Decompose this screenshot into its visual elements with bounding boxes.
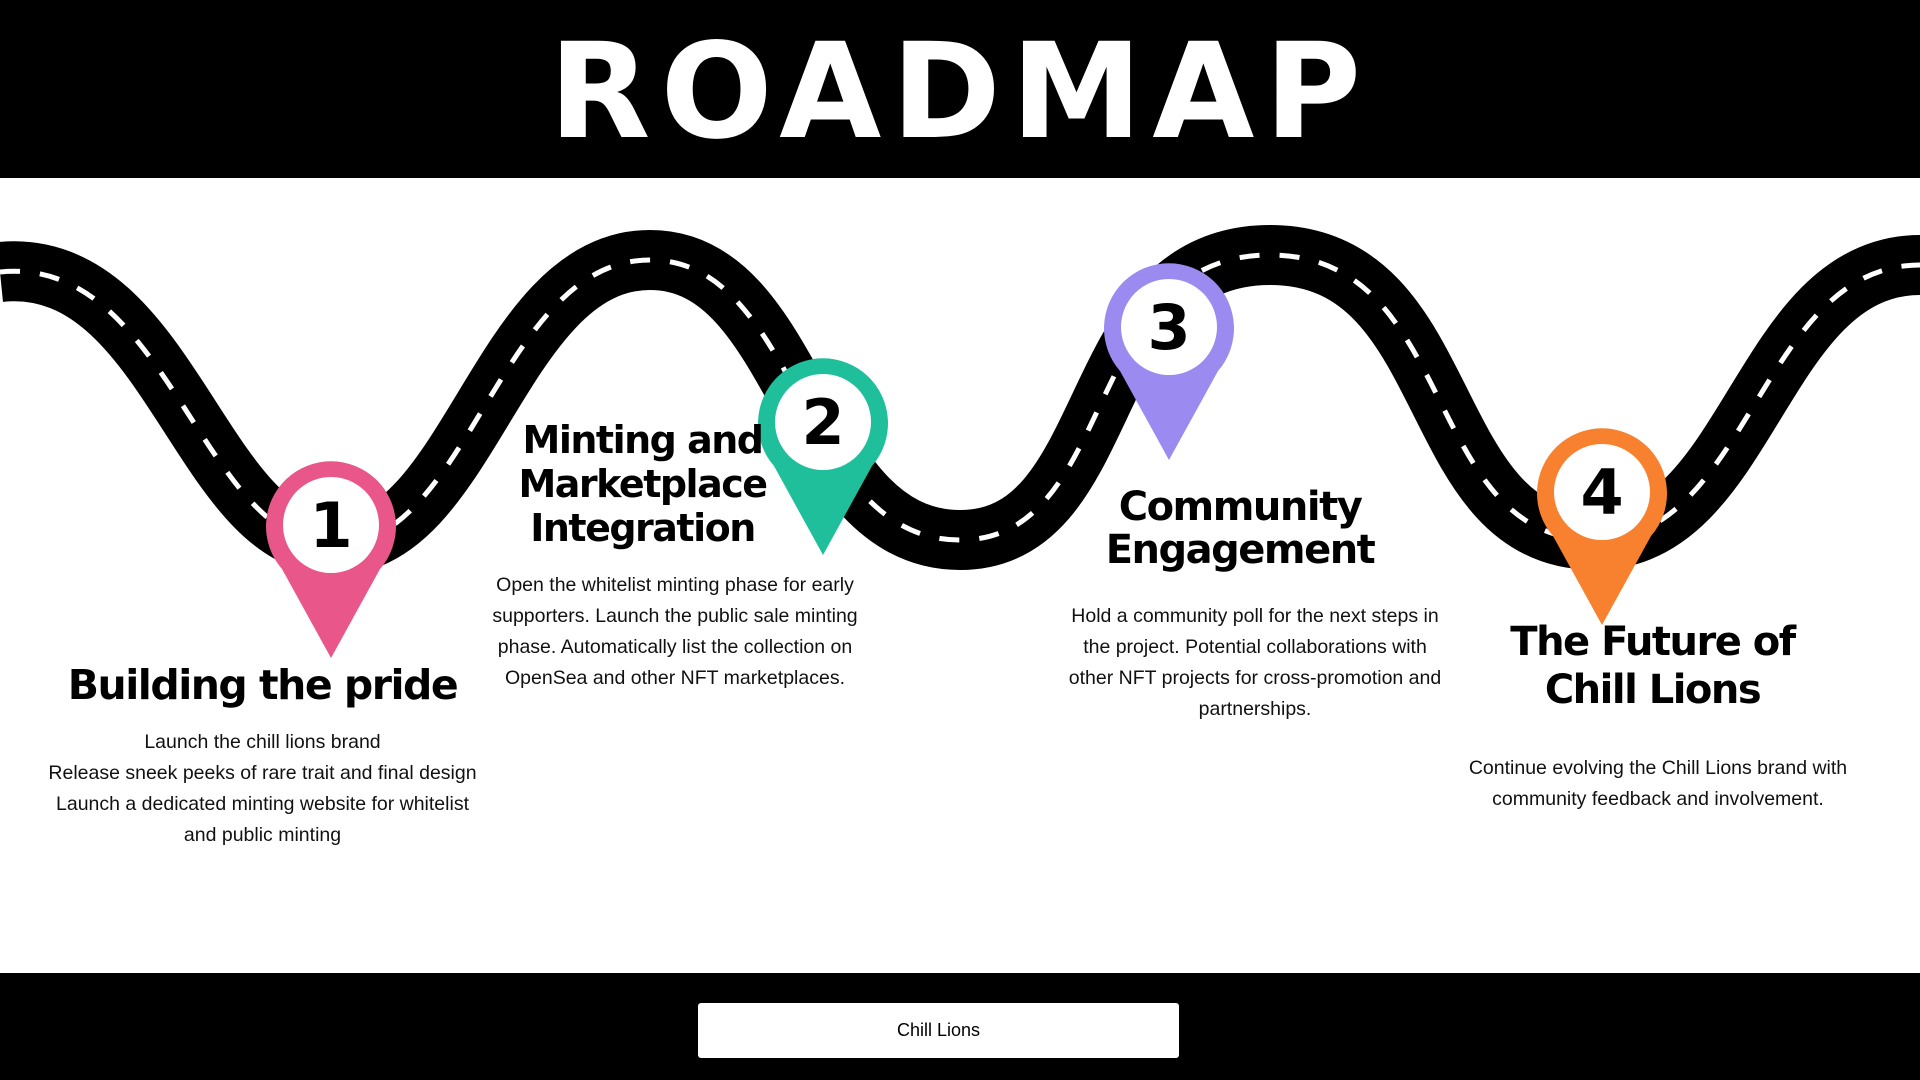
step-4-description-line: community feedback and involvement. [1492,788,1824,810]
step-2-title-line: Marketplace [518,462,768,506]
step-3-description-line: partnerships. [1198,698,1312,720]
step-4-title-line: The Future of [1510,619,1796,665]
map-pin-3: 3 [1104,263,1234,460]
step-4-description: Continue evolving the Chill Lions brand … [1448,753,1868,815]
step-1-title-line: Building the pride [67,661,459,709]
step-3-description: Hold a community poll for the next steps… [1045,601,1465,725]
map-pin-1-center [283,477,379,573]
step-1-description-line: Release sneek peeks of rare trait and fi… [48,762,477,784]
step-4-title-line: Chill Lions [1544,667,1762,713]
step-2-title: Minting and Marketplace Integration [495,418,790,550]
step-1-description-line: Launch the chill lions brand [144,731,381,753]
step-3-number: 3 [1147,291,1190,364]
step-2-description-line: Open the whitelist minting phase for ear… [496,574,854,596]
page-title: ROADMAP [548,15,1372,169]
step-3-description-line: other NFT projects for cross-promotion a… [1068,667,1442,689]
footer-label: Chill Lions [896,1020,981,1040]
step-2-title-line: Minting and [522,418,764,462]
map-pin-2: 2 [758,358,888,555]
step-3-description-line: the project. Potential collaborations wi… [1083,636,1427,658]
step-2-title-line: Integration [530,506,756,550]
step-1-description-line: Launch a dedicated minting website for w… [56,793,469,815]
step-4-number: 4 [1580,456,1623,529]
step-2-description: Open the whitelist minting phase for ear… [465,570,885,694]
step-1-number: 1 [309,489,352,562]
step-2-description-line: OpenSea and other NFT marketplaces. [505,667,845,689]
step-3-title: Community Engagement [1085,486,1395,572]
footer-label-box: Chill Lions [698,1003,1179,1058]
step-1-description-line: and public minting [183,824,342,846]
step-4-description-line: Continue evolving the Chill Lions brand … [1468,757,1848,779]
map-pin-2-center [775,374,871,470]
map-pin-4-center [1554,444,1650,540]
map-pin-1: 1 [266,461,396,658]
step-2-description-line: phase. Automatically list the collection… [497,636,853,658]
step-3-description-line: Hold a community poll for the next steps… [1071,605,1439,627]
step-2-number: 2 [801,386,844,459]
step-1-description: Launch the chill lions brand Release sne… [30,727,495,851]
step-3-title-line: Community [1118,484,1363,530]
step-2-description-line: supporters. Launch the public sale minti… [492,605,858,627]
step-4-title: The Future of Chill Lions [1490,618,1815,714]
step-3-title-line: Engagement [1105,527,1376,573]
map-pin-4: 4 [1537,428,1667,625]
step-1-title: Building the pride [45,661,480,709]
header-bar: ROADMAP [0,0,1920,178]
map-pin-3-center [1121,279,1217,375]
